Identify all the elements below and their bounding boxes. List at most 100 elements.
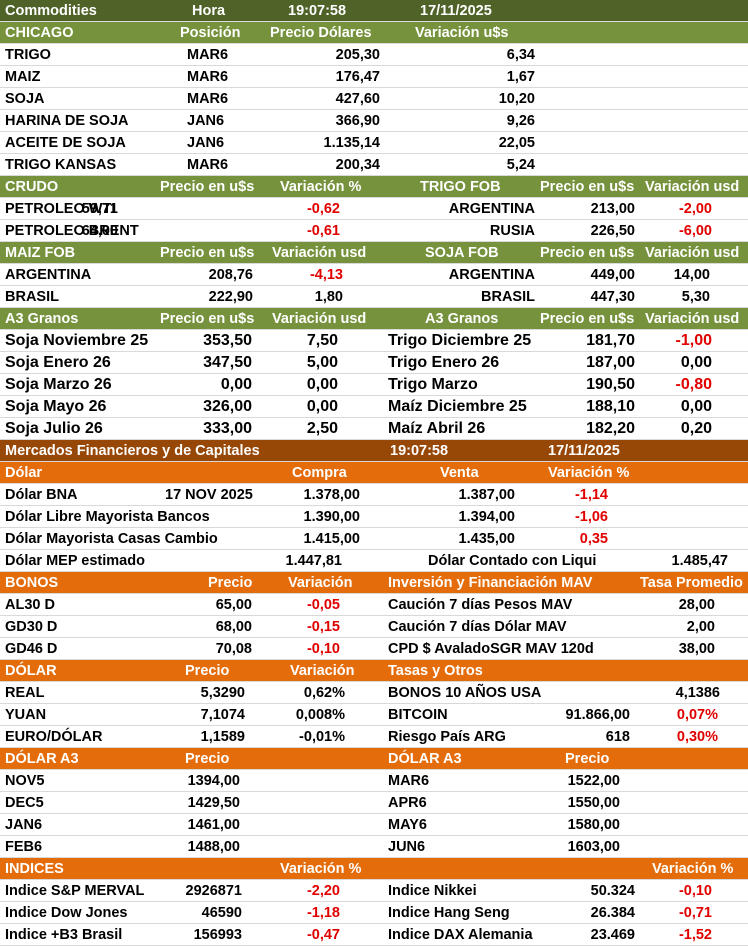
cell: ACEITE DE SOJA [5,135,126,151]
cell: 0,62% [303,685,345,701]
cell: MAR6 [187,157,229,173]
cell: 1.485,47 [671,553,728,569]
cell: 1.435,00 [458,531,515,547]
cell: 2,00 [686,619,715,635]
cell: Caución 7 días Dólar MAV [388,619,567,635]
cell: Precio en u$s [160,311,255,327]
cell: -0,62 [306,201,340,217]
cell: 28,00 [678,597,715,613]
cell: 427,60 [335,91,380,107]
data-row: Soja Enero 26 347,50 5,00 Trigo Enero 26 187… [0,352,748,374]
data-row: Dólar MEP estimado 1.447,81 Dólar Contado … [0,550,748,572]
cell: 5,24 [506,157,535,173]
data-row: ACEITE DE SOJA JAN6 1.135,14 22,05 [0,132,748,154]
cell: 1.447,81 [285,553,342,569]
cell: Mercados Financieros y de Capitales [5,443,260,459]
cell: Variación % [652,861,734,877]
cell: Precio en u$s [160,245,255,261]
cell: 176,47 [335,69,380,85]
cell: 7,50 [306,332,338,349]
cell: 2926871 [185,883,242,899]
cell: Maíz Diciembre 25 [388,398,527,415]
cell: 1.387,00 [458,487,515,503]
cell: 213,00 [590,201,635,217]
cell: -1,06 [574,509,608,525]
cell: DÓLAR [5,663,57,679]
cell: Precio en u$s [540,311,635,327]
cell: Precio en u$s [540,179,635,195]
cell: ARGENTINA [448,267,535,283]
cell: Indice Nikkei [388,883,477,899]
cell: 347,50 [203,354,252,371]
cell: Variación % [280,179,362,195]
header-row: DÓLAR A3 Precio DÓLAR A3 Precio [0,748,748,770]
cell: Variación usd [645,245,740,261]
cell: Precio en u$s [540,245,635,261]
cell: 70,08 [215,641,252,657]
cell: -6,00 [678,223,712,239]
cell: Dólar Mayorista Casas Cambio [5,531,218,547]
data-row: GD46 D 70,08 -0,10 CPD $ AvaladoSGR MAV 120… [0,638,748,660]
cell: CHICAGO [5,25,74,41]
cell: 447,30 [590,289,635,305]
cell: -0,10 [306,641,340,657]
cell: JAN6 [5,817,43,833]
data-row: Dólar Libre Mayorista Bancos 1.390,00 1.39… [0,506,748,528]
cell: ARGENTINA [448,201,535,217]
cell: Inversión y Financiación MAV [388,575,593,591]
cell: Indice Dow Jones [5,905,128,921]
cell: 181,70 [586,332,635,349]
cell: 19:07:58 [390,443,449,459]
cell: FEB6 [5,839,43,855]
cell: GD46 D [5,641,58,657]
cell: 68,00 [215,619,252,635]
cell: -1,52 [678,927,712,943]
cell: ARGENTINA [5,267,92,283]
data-row: PETROLEO WTI 59,71 -0,62 ARGENTINA 213,00 -2,… [0,198,748,220]
data-row: Dólar BNA 17 NOV 2025 1.378,00 1.387,00 -1,1… [0,484,748,506]
header-row: Commodities Hora 19:07:58 17/11/2025 [0,0,748,22]
cell: Indice DAX Alemania [388,927,533,943]
cell: 50.324 [590,883,635,899]
cell: PETROLEO WTI [5,201,116,217]
cell: 1,1589 [200,729,245,745]
cell: 22,05 [498,135,535,151]
cell: -0,71 [678,905,712,921]
cell: MAR6 [388,773,430,789]
cell: SOJA [5,91,45,107]
cell: BONOS 10 AÑOS USA [388,685,542,701]
cell: Dólar Contado con Liqui [428,553,597,569]
cell: -0,47 [306,927,340,943]
cell: CRUDO [5,179,59,195]
data-row: JAN6 1461,00 MAY6 1580,00 [0,814,748,836]
header-row: Mercados Financieros y de Capitales 19:07… [0,440,748,462]
cell: 0,00 [306,398,338,415]
data-row: Indice Dow Jones 46590 -1,18 Indice Hang Se… [0,902,748,924]
cell: 449,00 [590,267,635,283]
cell: -0,80 [675,376,712,393]
cell: MAR6 [187,69,229,85]
cell: 156993 [193,927,242,943]
data-row: EURO/DÓLAR 1,1589 -0,01% Riesgo País ARG 618… [0,726,748,748]
cell: 1488,00 [187,839,240,855]
cell: 64,00 [81,223,118,239]
cell: 91.866,00 [565,707,630,723]
cell: 0,00 [680,354,712,371]
cell: 1,80 [314,289,343,305]
cell: 7,1074 [200,707,245,723]
cell: 1603,00 [567,839,620,855]
cell: 1.415,00 [303,531,360,547]
cell: 0,00 [220,376,252,393]
cell: -0,10 [678,883,712,899]
cell: BRASIL [481,289,535,305]
header-row: A3 Granos Precio en u$s Variación usd A3 Gr… [0,308,748,330]
cell: 190,50 [586,376,635,393]
cell: DÓLAR A3 [388,751,462,767]
cell: PETROLEO BRENT [5,223,139,239]
cell: TRIGO KANSAS [5,157,117,173]
data-row: Soja Julio 26 333,00 2,50 Maíz Abril 26 182,… [0,418,748,440]
cell: Soja Noviembre 25 [5,332,149,349]
cell: HARINA DE SOJA [5,113,129,129]
cell: DÓLAR A3 [5,751,79,767]
